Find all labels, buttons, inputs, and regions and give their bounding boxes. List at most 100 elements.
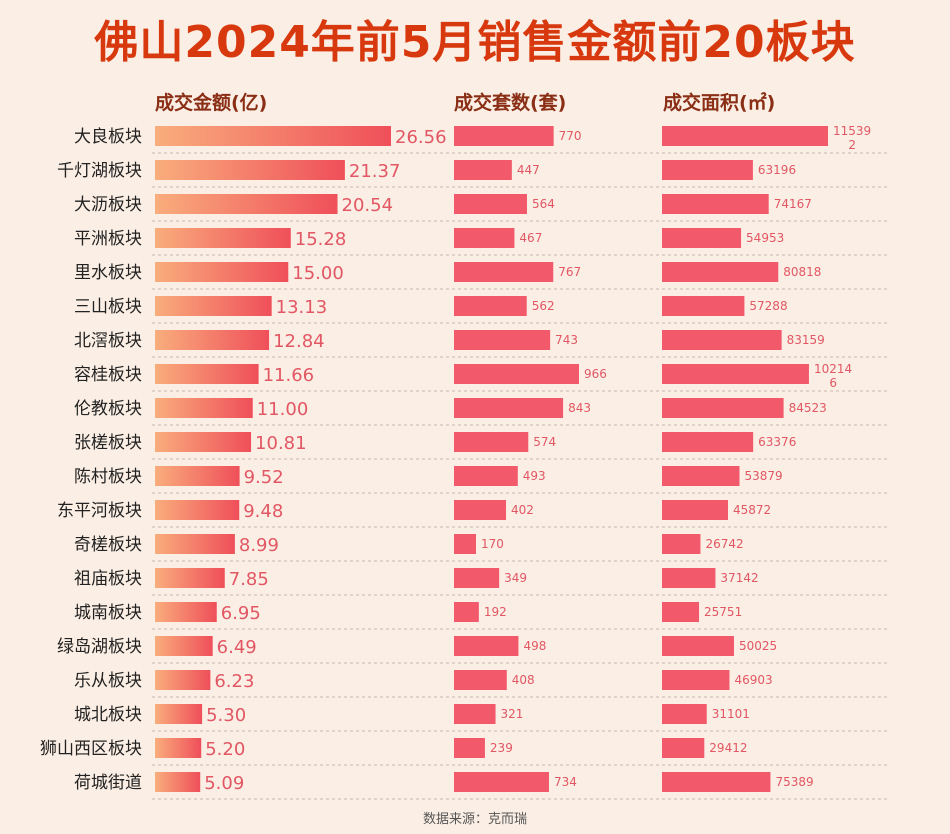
amount-data-label: 26.56 bbox=[395, 127, 447, 148]
amount-bar bbox=[155, 398, 253, 418]
category-label: 三山板块 bbox=[74, 297, 142, 317]
amount-data-label: 5.30 bbox=[206, 705, 246, 726]
amount-bar bbox=[155, 602, 217, 622]
amount-bar bbox=[155, 466, 240, 486]
units-data-label: 321 bbox=[501, 707, 524, 721]
amount-data-label: 10.81 bbox=[255, 433, 307, 454]
units-data-label: 734 bbox=[554, 775, 577, 789]
units-bar bbox=[454, 670, 507, 690]
units-bar bbox=[454, 296, 527, 316]
area-bar bbox=[662, 160, 753, 180]
units-data-label: 743 bbox=[555, 333, 578, 347]
area-data-label: 83159 bbox=[787, 333, 825, 347]
area-data-label: 29412 bbox=[709, 741, 747, 755]
area-data-label: 31101 bbox=[712, 707, 750, 721]
amount-bar bbox=[155, 330, 270, 350]
category-label: 乐从板块 bbox=[74, 671, 142, 691]
units-data-label: 349 bbox=[504, 571, 527, 585]
amount-data-label: 6.49 bbox=[217, 637, 257, 658]
category-label: 北滘板块 bbox=[74, 331, 142, 351]
area-data-label: 50025 bbox=[739, 639, 777, 653]
units-bar bbox=[454, 330, 551, 350]
header-units: 成交套数(套) bbox=[454, 92, 567, 114]
units-bar bbox=[454, 126, 554, 146]
area-data-label: 63376 bbox=[758, 435, 796, 449]
area-bar bbox=[662, 364, 809, 384]
amount-data-label: 20.54 bbox=[342, 195, 394, 216]
amount-bar bbox=[155, 704, 203, 724]
category-label: 里水板块 bbox=[74, 263, 142, 283]
amount-data-label: 6.95 bbox=[221, 603, 261, 624]
amount-bar bbox=[155, 262, 289, 282]
units-bar bbox=[454, 432, 529, 452]
amount-bar bbox=[155, 568, 225, 588]
units-data-label: 574 bbox=[533, 435, 556, 449]
amount-data-label: 15.28 bbox=[295, 229, 347, 250]
category-label: 大沥板块 bbox=[74, 195, 142, 215]
area-bar bbox=[662, 466, 740, 486]
category-label: 奇槎板块 bbox=[74, 535, 142, 555]
amount-data-label: 9.52 bbox=[244, 467, 284, 488]
area-data-label: 46903 bbox=[734, 673, 772, 687]
area-bar bbox=[662, 330, 782, 350]
units-data-label: 767 bbox=[558, 265, 581, 279]
amount-bar bbox=[155, 126, 391, 146]
amount-data-label: 5.09 bbox=[204, 773, 244, 794]
amount-bar bbox=[155, 534, 235, 554]
area-bar bbox=[662, 568, 716, 588]
area-bar bbox=[662, 296, 745, 316]
units-data-label: 493 bbox=[523, 469, 546, 483]
area-data-label: 57288 bbox=[749, 299, 787, 313]
area-data-label: 26742 bbox=[705, 537, 743, 551]
amount-bar bbox=[155, 296, 272, 316]
units-data-label: 562 bbox=[532, 299, 555, 313]
units-bar bbox=[454, 704, 496, 724]
category-label: 城北板块 bbox=[74, 705, 142, 725]
units-bar bbox=[454, 568, 500, 588]
units-data-label: 402 bbox=[511, 503, 534, 517]
area-bar bbox=[662, 194, 769, 214]
amount-bar bbox=[155, 194, 338, 214]
units-bar bbox=[454, 500, 507, 520]
category-label: 荷城街道 bbox=[74, 773, 142, 793]
units-data-label: 239 bbox=[490, 741, 513, 755]
units-bar bbox=[454, 228, 515, 248]
amount-bar bbox=[155, 364, 259, 384]
area-bar bbox=[662, 602, 700, 622]
category-label: 陈村板块 bbox=[74, 467, 142, 487]
area-data-label: 37142 bbox=[720, 571, 758, 585]
area-bar bbox=[662, 534, 701, 554]
area-data-label: 84523 bbox=[789, 401, 827, 415]
units-bar bbox=[454, 194, 527, 214]
units-bar bbox=[454, 466, 518, 486]
units-bar bbox=[454, 364, 579, 384]
units-bar bbox=[454, 772, 549, 792]
amount-data-label: 11.00 bbox=[257, 399, 309, 420]
area-data-label: 63196 bbox=[758, 163, 796, 177]
category-label: 狮山西区板块 bbox=[40, 739, 142, 759]
area-bar bbox=[662, 228, 742, 248]
units-bar bbox=[454, 262, 554, 282]
header-amount: 成交金额(亿) bbox=[155, 92, 268, 114]
area-data-label: 10214 bbox=[814, 362, 852, 376]
amount-bar bbox=[155, 738, 202, 758]
area-data-label: 54953 bbox=[746, 231, 784, 245]
area-data-label: 53879 bbox=[745, 469, 783, 483]
area-bar bbox=[662, 262, 779, 282]
amount-bar bbox=[155, 228, 291, 248]
area-data-label: 6 bbox=[829, 376, 837, 390]
area-data-label: 25751 bbox=[704, 605, 742, 619]
category-label: 东平河板块 bbox=[57, 501, 142, 521]
category-label: 千灯湖板块 bbox=[57, 161, 142, 181]
amount-data-label: 9.48 bbox=[243, 501, 283, 522]
chart-title: 佛山2024年前5月销售金额前20板块 bbox=[94, 17, 856, 68]
category-label: 平洲板块 bbox=[74, 229, 142, 249]
amount-bar bbox=[155, 772, 201, 792]
header-area: 成交面积(㎡) bbox=[663, 92, 776, 114]
units-bar bbox=[454, 738, 485, 758]
data-source: 数据来源：克而瑞 bbox=[422, 812, 527, 827]
area-data-label: 45872 bbox=[733, 503, 771, 517]
units-bar bbox=[454, 398, 564, 418]
units-data-label: 770 bbox=[559, 129, 582, 143]
